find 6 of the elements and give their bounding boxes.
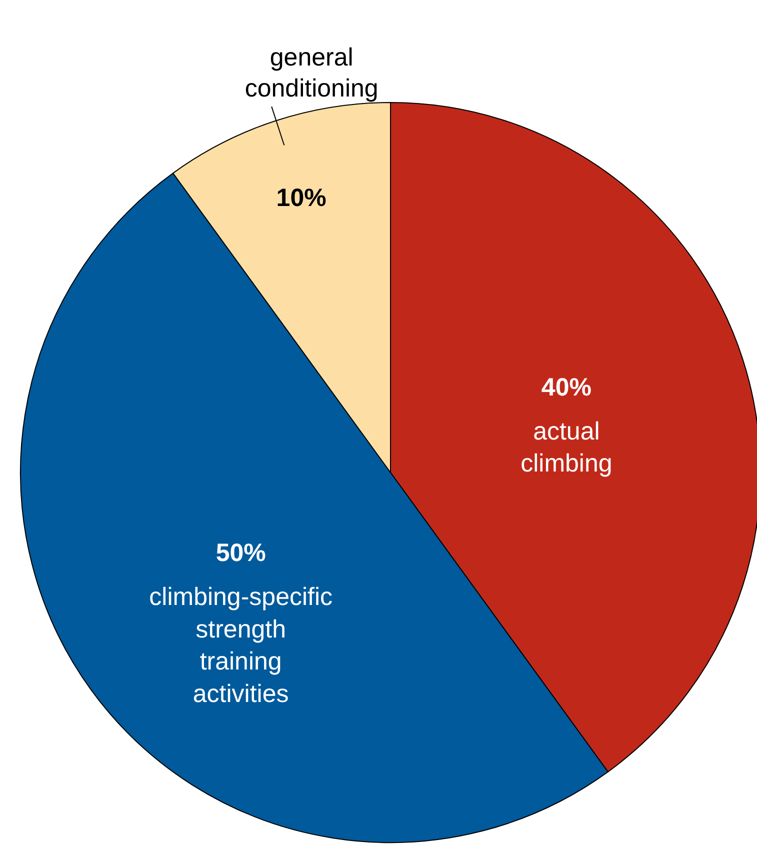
slice-label: actual climbing (520, 417, 612, 478)
data-label: 50% (216, 539, 266, 568)
slice-label: general conditioning (244, 44, 378, 103)
slice-label: climbing-specific strength training activities (149, 583, 333, 708)
data-label: 10% (276, 184, 326, 212)
data-label: 40% (541, 373, 592, 402)
